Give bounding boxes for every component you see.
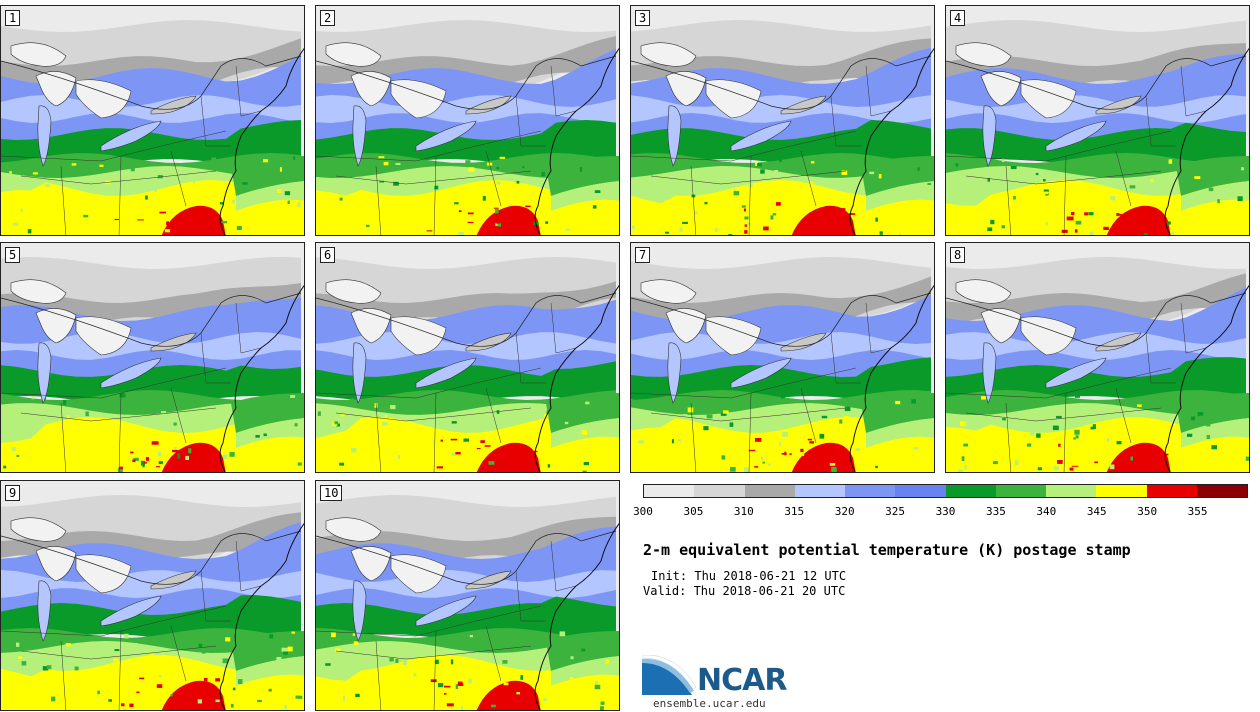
map-field bbox=[316, 243, 619, 472]
colorbar-swatch bbox=[694, 485, 745, 497]
colorbar-swatch bbox=[1096, 485, 1147, 497]
colorbar-swatch bbox=[644, 485, 695, 497]
figure-title: 2-m equivalent potential temperature (K)… bbox=[643, 541, 1131, 559]
member-number-label: 10 bbox=[320, 485, 343, 501]
member-number-label: 2 bbox=[320, 10, 336, 26]
ensemble-member-panel: 2 bbox=[315, 5, 620, 236]
member-number-label: 1 bbox=[5, 10, 21, 26]
ensemble-member-panel: 5 bbox=[0, 242, 305, 473]
colorbar-swatch bbox=[744, 485, 795, 497]
ncar-logo-text: NCAR bbox=[697, 663, 787, 698]
colorbar-tick-label: 330 bbox=[935, 505, 956, 518]
website-url: ensemble.ucar.edu bbox=[653, 697, 766, 710]
colorbar-swatch bbox=[995, 485, 1046, 497]
ensemble-member-panel: 1 bbox=[0, 5, 305, 236]
colorbar-swatch bbox=[1146, 485, 1197, 497]
ensemble-member-panel: 3 bbox=[630, 5, 935, 236]
colorbar-tick-label: 350 bbox=[1137, 505, 1158, 518]
colorbar-tick-label: 310 bbox=[733, 505, 754, 518]
ensemble-member-panel: 8 bbox=[945, 242, 1250, 473]
member-number-label: 3 bbox=[635, 10, 651, 26]
ensemble-member-panel: 9 bbox=[0, 480, 305, 711]
member-number-label: 4 bbox=[950, 10, 966, 26]
colorbar-tick-label: 320 bbox=[834, 505, 855, 518]
valid-time: Valid: Thu 2018-06-21 20 UTC bbox=[643, 584, 846, 598]
colorbar-tick-label: 335 bbox=[985, 505, 1006, 518]
map-field bbox=[316, 481, 619, 710]
colorbar-swatch bbox=[845, 485, 896, 497]
colorbar-swatch bbox=[895, 485, 946, 497]
member-number-label: 6 bbox=[320, 247, 336, 263]
colorbar-tick-label: 325 bbox=[885, 505, 906, 518]
ensemble-member-panel: 10 bbox=[315, 480, 620, 711]
member-number-label: 8 bbox=[950, 247, 966, 263]
colorbar-tick-label: 315 bbox=[784, 505, 805, 518]
colorbar-tick-label: 305 bbox=[683, 505, 704, 518]
colorbar-swatch bbox=[945, 485, 996, 497]
map-field bbox=[946, 6, 1249, 235]
ensemble-member-panel: 4 bbox=[945, 5, 1250, 236]
map-field bbox=[1, 6, 304, 235]
ensemble-member-panel: 6 bbox=[315, 242, 620, 473]
map-field bbox=[1, 243, 304, 472]
ncar-logo-icon bbox=[642, 655, 697, 695]
colorbar-tick-label: 300 bbox=[633, 505, 653, 518]
map-field bbox=[946, 243, 1249, 472]
member-number-label: 5 bbox=[5, 247, 21, 263]
ensemble-member-panel: 7 bbox=[630, 242, 935, 473]
map-field bbox=[1, 481, 304, 710]
colorbar-tick-label: 345 bbox=[1086, 505, 1107, 518]
colorbar-swatch bbox=[794, 485, 845, 497]
colorbar-tick-labels: 300 305 310 315 320 325 330 335 340 345 350 355 bbox=[633, 505, 1248, 519]
member-number-label: 7 bbox=[635, 247, 651, 263]
colorbar-swatch bbox=[1046, 485, 1097, 497]
colorbar-swatch bbox=[1196, 485, 1247, 497]
member-number-label: 9 bbox=[5, 485, 21, 501]
map-field bbox=[631, 243, 934, 472]
map-field bbox=[631, 6, 934, 235]
colorbar bbox=[643, 484, 1248, 498]
colorbar-tick-label: 340 bbox=[1036, 505, 1057, 518]
colorbar-tick-label: 355 bbox=[1187, 505, 1208, 518]
map-field bbox=[316, 6, 619, 235]
init-time: Init: Thu 2018-06-21 12 UTC bbox=[651, 569, 847, 583]
